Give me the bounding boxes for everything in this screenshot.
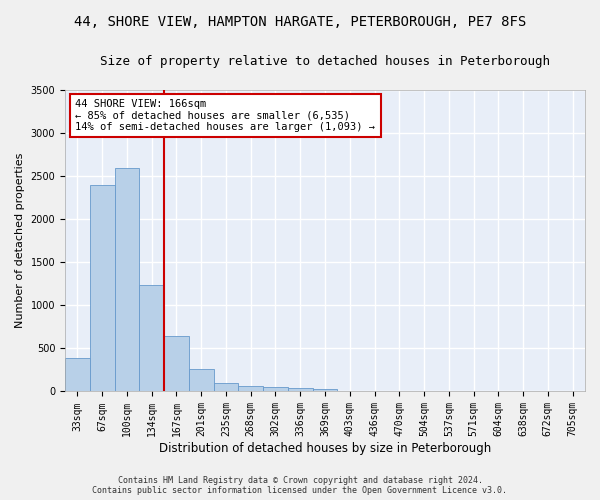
Text: 44, SHORE VIEW, HAMPTON HARGATE, PETERBOROUGH, PE7 8FS: 44, SHORE VIEW, HAMPTON HARGATE, PETERBO…	[74, 15, 526, 29]
Bar	[214, 383, 238, 392]
Title: Size of property relative to detached houses in Peterborough: Size of property relative to detached ho…	[100, 55, 550, 68]
Bar	[313, 389, 337, 392]
Text: Contains HM Land Registry data © Crown copyright and database right 2024.
Contai: Contains HM Land Registry data © Crown c…	[92, 476, 508, 495]
Bar	[263, 386, 288, 392]
Bar	[65, 358, 90, 392]
Bar	[90, 184, 115, 392]
Bar	[139, 284, 164, 392]
Text: 44 SHORE VIEW: 166sqm
← 85% of detached houses are smaller (6,535)
14% of semi-d: 44 SHORE VIEW: 166sqm ← 85% of detached …	[76, 99, 376, 132]
X-axis label: Distribution of detached houses by size in Peterborough: Distribution of detached houses by size …	[159, 442, 491, 455]
Bar	[288, 388, 313, 392]
Bar	[164, 336, 189, 392]
Bar	[115, 168, 139, 392]
Bar	[238, 386, 263, 392]
Y-axis label: Number of detached properties: Number of detached properties	[15, 153, 25, 328]
Bar	[189, 369, 214, 392]
